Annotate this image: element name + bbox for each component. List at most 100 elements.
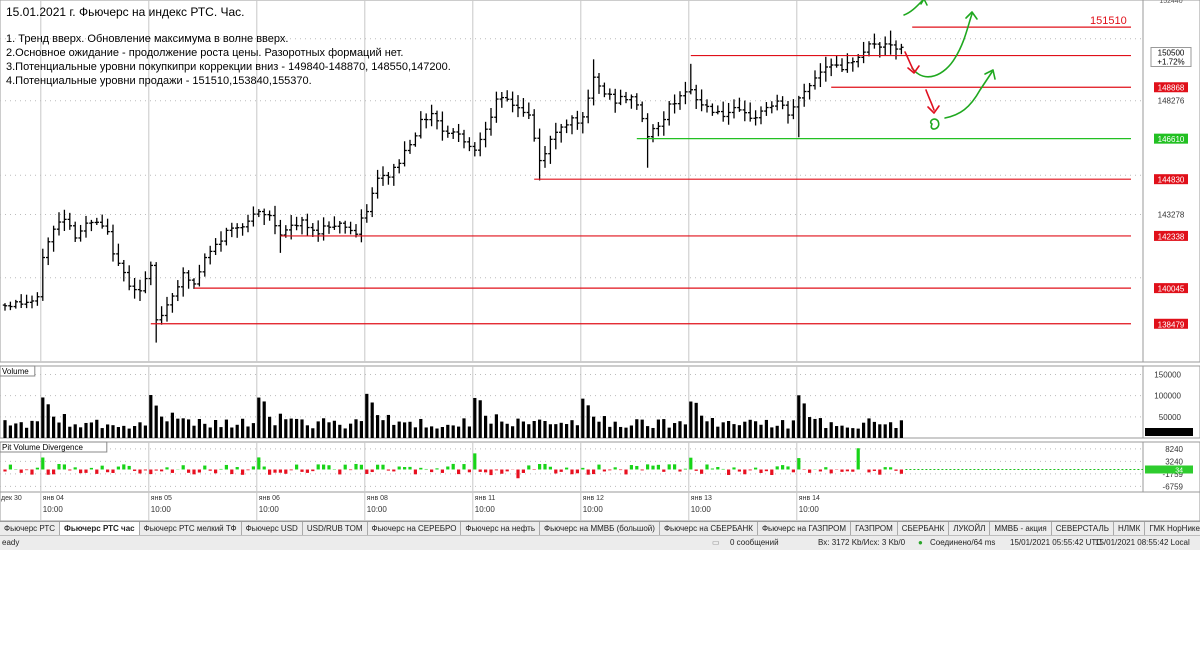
green-loop [929,118,940,130]
tab-10[interactable]: ГАЗПРОМ [851,522,898,536]
tab-0[interactable]: Фьючерс РТС [0,522,61,536]
tab-13[interactable]: ММВБ - акция [990,522,1052,536]
divergence-bar [197,469,201,473]
volume-bar [149,395,153,438]
divergence-bar [300,469,304,472]
divergence-bar [116,466,120,470]
y-tick-label: 143278 [1158,211,1185,220]
status-messages: 0 сообщений [730,538,779,547]
tab-7[interactable]: Фьючерс на ММВБ (большой) [540,522,660,536]
volume-bar [295,418,299,438]
volume-bar [754,421,758,438]
divergence-bar [608,469,612,471]
volume-bar [829,422,833,438]
divergence-bar [305,469,309,473]
volume-bar [694,402,698,438]
volume-bar [79,427,83,438]
volume-bar [667,427,671,438]
volume-bar [311,428,315,438]
divergence-bar [538,464,542,470]
tab-16[interactable]: ГМК НорНикель [1145,522,1200,536]
divergence-bar [273,469,277,473]
annotation-line: 2.Основное ожидание - продолжение роста … [6,47,403,59]
price-badge [1154,133,1188,144]
tab-5[interactable]: Фьючерс на СЕРЕБРО [368,522,462,536]
x-tick-label: янв 08 [367,495,388,502]
divergence-tick-label: -1759 [1163,470,1184,479]
volume-bar [727,421,731,438]
volume-bar [52,416,56,438]
volume-bar [419,418,423,438]
divergence-bar [440,469,444,473]
divergence-bar [133,469,137,471]
volume-bar [116,427,120,438]
divergence-bar [289,469,293,471]
divergence-bar [565,467,569,470]
volume-bar [851,428,855,438]
divergence-bar [808,469,812,473]
divergence-bar [635,465,639,470]
annotation-line: 1. Тренд вверх. Обновление максимума в в… [6,33,288,45]
tab-3[interactable]: Фьючерс USD [242,522,303,536]
volume-bar [883,424,887,438]
volume-bar [797,395,801,438]
divergence-bar [527,465,531,470]
x-first-label: дек 30 [1,495,22,502]
x-tick-time: 10:00 [43,505,64,514]
divergence-bar [548,466,552,470]
volume-bar [41,397,45,438]
tab-4[interactable]: USD/RUB TOM [303,522,368,536]
tab-1[interactable]: Фьючерс РТС час [60,522,140,536]
divergence-bar [192,469,196,475]
divergence-bar [62,464,66,470]
divergence-bar [52,469,56,475]
divergence-bar [343,464,347,470]
volume-bar [289,418,293,438]
price-badge [1154,230,1188,241]
divergence-bar [883,467,887,470]
x-tick-time: 10:00 [367,505,388,514]
volume-bar [484,415,488,438]
volume-bar [397,421,401,438]
divergence-bar [143,469,147,471]
divergence-bar [284,469,288,474]
divergence-tick-label: 8240 [1165,445,1183,454]
message-icon[interactable]: ▭ [712,538,720,547]
green-arrow-head [920,0,928,6]
tab-9[interactable]: Фьючерс на ГАЗПРОМ [758,522,852,536]
divergence-bar [403,467,407,470]
volume-bar [791,420,795,438]
volume-bar [889,422,893,438]
volume-bar [748,419,752,438]
divergence-bar [451,463,455,470]
divergence-panel[interactable] [0,441,1144,493]
tab-2[interactable]: Фьючерс РТС мелкий ТФ [140,522,242,536]
divergence-bar [241,469,245,475]
price-panel[interactable] [0,0,1144,363]
tab-12[interactable]: ЛУКОЙЛ [949,522,991,536]
tab-14[interactable]: СЕВЕРСТАЛЬ [1052,522,1114,536]
divergence-bar [689,457,693,470]
panel-title: Volume [2,367,29,376]
volume-bar [262,401,266,438]
volume-bar [354,419,358,438]
divergence-bar [327,465,331,470]
divergence-bar [678,469,682,472]
tab-8[interactable]: Фьючерс на СБЕРБАНК [660,522,758,536]
chart-area[interactable]: янв 04 10:00 янв 05 10:00 янв 06 10:00 янв 08 1… [0,0,1200,521]
divergence-bar [824,467,828,470]
tab-15[interactable]: НЛМК [1114,522,1146,536]
divergence-bar [397,466,401,470]
divergence-bar [46,469,50,475]
divergence-bar [505,469,509,472]
divergence-bar [214,469,218,474]
divergence-bar [41,457,45,470]
tab-6[interactable]: Фьючерс на нефть [461,522,540,536]
divergence-bar [559,469,563,472]
volume-bar [527,424,531,438]
price-badge [1154,174,1188,185]
price-bars [2,30,904,343]
tab-11[interactable]: СБЕРБАНК [898,522,950,536]
volume-bar [30,420,34,438]
price-badge-label: 140045 [1158,285,1185,294]
